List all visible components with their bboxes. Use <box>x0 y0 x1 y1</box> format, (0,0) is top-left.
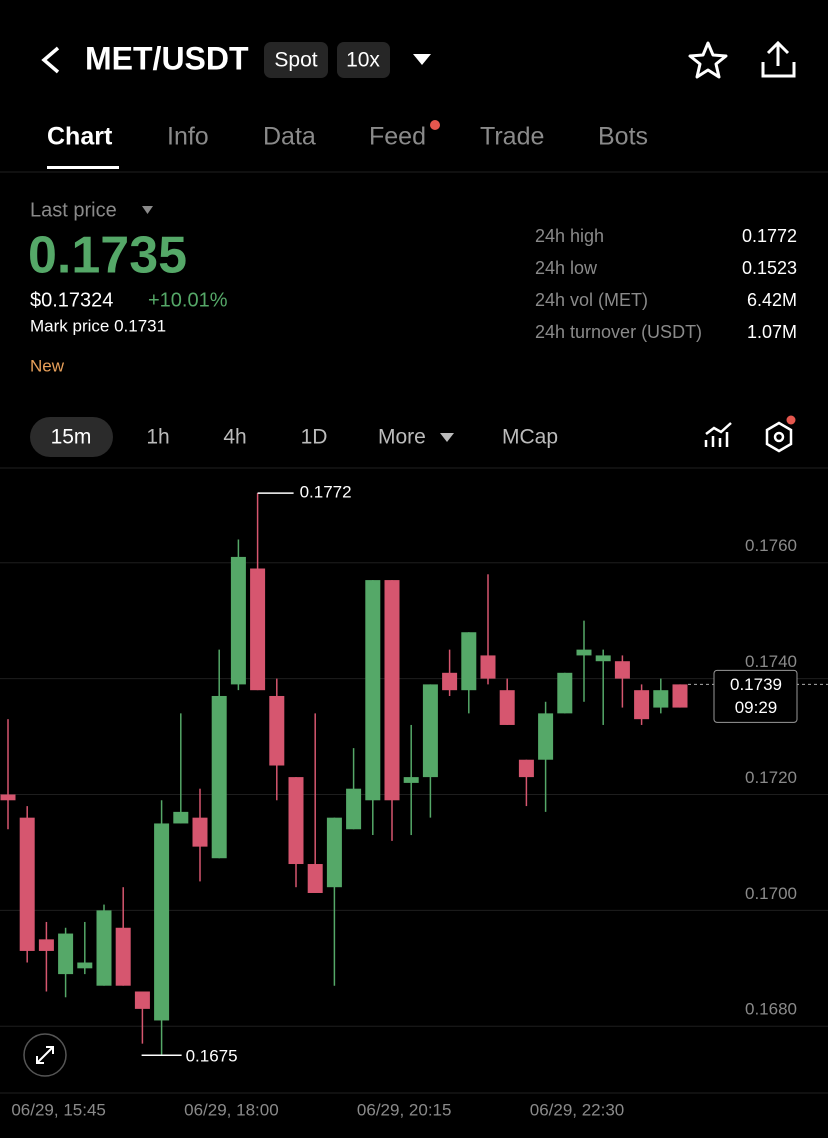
candle-body <box>384 580 400 801</box>
x-tick-label: 06/29, 15:45 <box>11 1100 106 1119</box>
interval[interactable]: 15m <box>51 426 92 449</box>
y-tick-label: 0.1700 <box>745 884 797 903</box>
tab[interactable]: Info <box>167 123 209 151</box>
candle-body <box>461 632 477 691</box>
interval[interactable]: 4h <box>223 426 246 449</box>
candle-body <box>250 568 266 691</box>
x-tick-label: 06/29, 22:30 <box>530 1100 625 1119</box>
candle-body <box>614 661 630 679</box>
pair: MET/USDT <box>85 40 249 76</box>
x-tick-label: 06/29, 18:00 <box>184 1100 279 1119</box>
indicators-button[interactable] <box>704 422 732 447</box>
settings-button[interactable] <box>765 421 793 453</box>
stat-label: 24h vol (MET) <box>535 290 648 310</box>
new-tag: New <box>30 356 65 375</box>
tab-underline <box>47 166 119 169</box>
stat-value: 0.1772 <box>742 226 797 246</box>
last-price-dropdown[interactable] <box>142 206 153 214</box>
usd-price: $0.17324 <box>30 289 113 311</box>
candle-body <box>288 777 304 865</box>
leverage: 10x <box>346 49 380 72</box>
tab[interactable]: Chart <box>47 123 113 151</box>
candle-body <box>58 933 74 975</box>
y-tick-label: 0.1680 <box>745 1000 797 1019</box>
candle-body <box>19 817 35 951</box>
candle-body <box>307 864 323 893</box>
candle-body <box>403 777 419 783</box>
stat-value: 0.1523 <box>742 258 797 278</box>
candle-body <box>365 580 381 801</box>
countdown: 09:29 <box>735 698 778 717</box>
last-price-box <box>713 669 798 723</box>
candle-body <box>77 962 93 969</box>
candle-body <box>115 927 131 986</box>
candle-body <box>518 759 534 778</box>
settings-dot <box>786 415 796 425</box>
high-marker-label: 0.1772 <box>300 483 352 502</box>
candle-body <box>595 655 611 662</box>
stat-label: 24h turnover (USDT) <box>535 322 702 342</box>
candle-body <box>326 817 342 888</box>
market-badge <box>264 42 328 78</box>
candle-body <box>634 690 650 720</box>
candle-body <box>211 695 227 859</box>
fullscreen-icon <box>36 1046 54 1064</box>
x-tick-label: 06/29, 20:15 <box>357 1100 452 1119</box>
tab[interactable]: Trade <box>480 123 544 151</box>
candle-body <box>422 684 438 778</box>
stat-value: 1.07M <box>747 322 797 342</box>
leverage-badge <box>337 42 390 78</box>
candle-body <box>38 939 54 951</box>
pair-dropdown[interactable] <box>413 54 431 65</box>
interval[interactable]: 1h <box>146 426 169 449</box>
price-change: +10.01% <box>148 289 228 311</box>
candle-body <box>0 794 16 801</box>
more-dropdown[interactable] <box>440 433 454 442</box>
candle-body <box>346 788 362 830</box>
y-tick-label: 0.1720 <box>745 768 797 787</box>
y-tick-label: 0.1740 <box>745 652 797 671</box>
candle-body <box>538 713 554 760</box>
candle-body <box>154 823 170 1021</box>
candle-body <box>672 684 688 708</box>
mark-price: Mark price 0.1731 <box>30 316 166 335</box>
candle-body <box>134 991 150 1009</box>
last-price: 0.1735 <box>28 227 187 285</box>
candle-body <box>173 811 189 824</box>
tab[interactable]: Data <box>263 123 316 151</box>
interval[interactable]: MCap <box>502 426 558 449</box>
interval[interactable]: 1D <box>301 426 328 449</box>
candle-body <box>480 655 496 679</box>
candle-body <box>442 672 458 691</box>
tab[interactable]: Bots <box>598 123 648 151</box>
favorite-button[interactable] <box>688 41 728 79</box>
interval-active <box>30 417 113 457</box>
low-marker-label: 0.1675 <box>186 1047 238 1066</box>
last-price-value: 0.1739 <box>730 675 782 694</box>
candle-body <box>230 556 246 685</box>
back-button[interactable] <box>41 46 60 74</box>
stat-value: 6.42M <box>747 290 797 310</box>
candle-body <box>192 817 208 847</box>
candle-body <box>653 690 669 708</box>
candle-body <box>576 649 592 656</box>
last-price-label: Last price <box>30 199 117 221</box>
candle-body <box>499 690 515 725</box>
y-tick-label: 0.1760 <box>745 536 797 555</box>
stat-label: 24h low <box>535 258 598 278</box>
share-button[interactable] <box>761 40 796 78</box>
candle-body <box>557 672 573 714</box>
candle-body <box>269 695 285 766</box>
interval[interactable]: More <box>378 426 426 449</box>
candle-body <box>96 910 112 986</box>
tab[interactable]: Feed <box>369 123 426 151</box>
feed-dot <box>430 120 440 130</box>
settings-core <box>773 431 785 443</box>
market: Spot <box>274 49 317 72</box>
stat-label: 24h high <box>535 226 604 246</box>
